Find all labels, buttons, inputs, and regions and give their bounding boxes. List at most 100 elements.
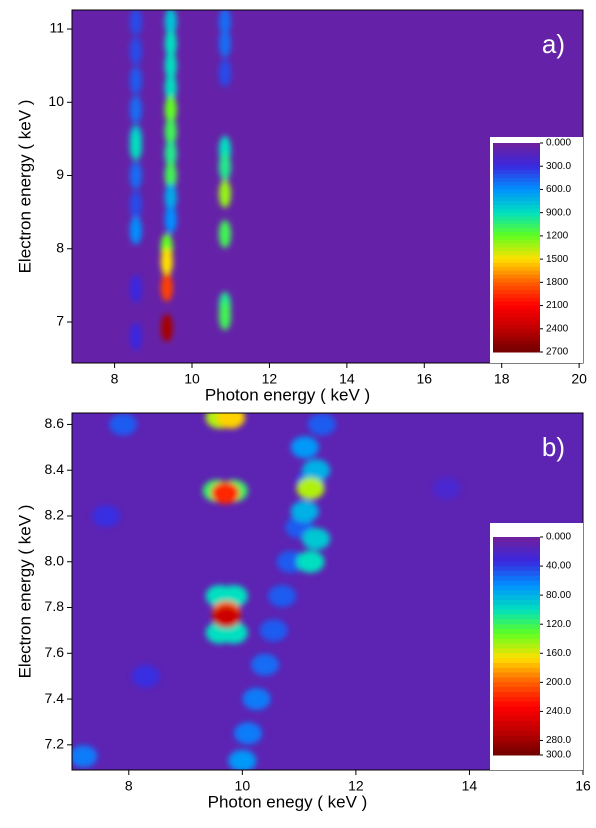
colorbar-label: 2100 xyxy=(546,300,569,311)
colorbar-segment xyxy=(493,150,540,156)
colorbar-segment xyxy=(493,575,540,582)
colorbar-segment xyxy=(493,590,540,596)
heat-spot xyxy=(212,605,241,628)
x-tick-label: 12 xyxy=(348,778,364,794)
x-tick-label: 8 xyxy=(125,778,133,794)
heat-spot xyxy=(432,477,461,500)
colorbar-segment xyxy=(493,633,540,640)
heat-spot xyxy=(296,477,325,500)
colorbar-segment xyxy=(493,243,540,248)
x-tick-label: 14 xyxy=(339,371,355,387)
heat-spot xyxy=(129,190,142,219)
y-tick-label: 7.8 xyxy=(45,598,65,614)
colorbar-label: 2700 xyxy=(546,347,569,358)
colorbar-segment xyxy=(493,716,540,722)
colorbar-segment xyxy=(493,706,540,712)
heat-spot xyxy=(129,132,142,161)
colorbar-segment xyxy=(493,305,540,310)
colorbar-segment xyxy=(493,282,540,287)
heatmap xyxy=(129,10,231,351)
colorbar-segment xyxy=(493,216,540,221)
heat-spot xyxy=(129,10,142,36)
colorbar-segment xyxy=(493,255,540,260)
heat-spot xyxy=(129,322,142,351)
colorbar-segment xyxy=(493,324,540,330)
x-tick-label: 20 xyxy=(571,371,587,387)
heat-spot xyxy=(131,665,160,688)
colorbar-segment xyxy=(493,212,540,218)
colorbar-segment xyxy=(493,262,540,268)
colorbar-segment xyxy=(493,740,540,744)
heat-spot xyxy=(164,161,177,190)
colorbar-segment xyxy=(493,551,540,557)
x-tick-label: 14 xyxy=(462,778,478,794)
colorbar-segment xyxy=(493,224,540,229)
heat-spot xyxy=(302,459,331,482)
y-tick-label: 8.2 xyxy=(45,507,65,523)
colorbar-segment xyxy=(493,166,540,171)
heatmap-spots xyxy=(129,10,231,351)
colorbar-segment xyxy=(493,158,540,163)
colorbar-segment xyxy=(493,667,540,674)
colorbar-segment xyxy=(493,556,540,562)
colorbar-segment xyxy=(493,662,540,669)
heat-spot xyxy=(109,413,138,436)
colorbar-segment xyxy=(493,173,540,179)
colorbar-label: 900.0 xyxy=(546,207,571,218)
colorbar-segment xyxy=(493,309,540,314)
colorbar-segment xyxy=(493,570,540,577)
colorbar-segment xyxy=(493,336,540,341)
colorbar-segment xyxy=(493,609,540,616)
colorbar-segment xyxy=(493,278,540,283)
heat-spot xyxy=(218,220,231,249)
panel-label: b) xyxy=(542,432,565,462)
colorbar-segment xyxy=(493,677,540,683)
heat-spot xyxy=(276,550,305,573)
x-tick-label: 12 xyxy=(262,371,278,387)
colorbar-segment xyxy=(493,177,540,183)
y-tick-label: 7 xyxy=(56,313,64,329)
colorbar-segment xyxy=(493,696,540,703)
x-tick-label: 8 xyxy=(111,371,119,387)
colorbar-segment xyxy=(493,653,540,659)
colorbar-segment xyxy=(493,682,540,688)
heat-spot xyxy=(160,273,173,302)
heat-spot xyxy=(164,183,177,212)
colorbar-label: 2400 xyxy=(546,323,569,334)
heatmap xyxy=(72,413,461,770)
y-tick-label: 10 xyxy=(48,93,64,109)
colorbar-segment xyxy=(493,638,540,645)
colorbar-label: 40.00 xyxy=(546,561,571,572)
colorbar-segment xyxy=(493,228,540,233)
y-tick-label: 7.2 xyxy=(45,736,65,752)
heat-spot xyxy=(251,653,280,676)
colorbar-segment xyxy=(493,197,540,202)
colorbar-segment xyxy=(493,146,540,152)
colorbar-segment xyxy=(493,658,540,664)
heat-spot xyxy=(218,58,231,87)
heat-spot xyxy=(164,73,177,102)
colorbar-segment xyxy=(493,293,540,299)
colorbar-segment xyxy=(493,143,540,148)
colorbar-segment xyxy=(493,721,540,727)
colorbar-segment xyxy=(493,614,540,620)
heat-spot xyxy=(164,51,177,80)
colorbar-segment xyxy=(493,730,540,737)
heat-spot xyxy=(234,722,263,745)
colorbar-segment xyxy=(493,619,540,625)
colorbar-segment xyxy=(493,340,540,345)
heat-spot xyxy=(268,585,297,608)
colorbar-segment xyxy=(493,328,540,334)
colorbar-label: 280.0 xyxy=(546,735,571,746)
colorbar-segment xyxy=(493,204,540,210)
heat-spot xyxy=(72,745,98,768)
heat-spot xyxy=(218,152,231,181)
heat-spot xyxy=(218,10,231,36)
heatmap-spots xyxy=(72,413,461,770)
x-tick-label: 18 xyxy=(494,371,510,387)
colorbar-segment xyxy=(493,189,540,194)
colorbar-label: 1200 xyxy=(546,231,569,242)
y-tick-label: 7.4 xyxy=(45,690,65,706)
colorbar-segment xyxy=(493,321,540,326)
